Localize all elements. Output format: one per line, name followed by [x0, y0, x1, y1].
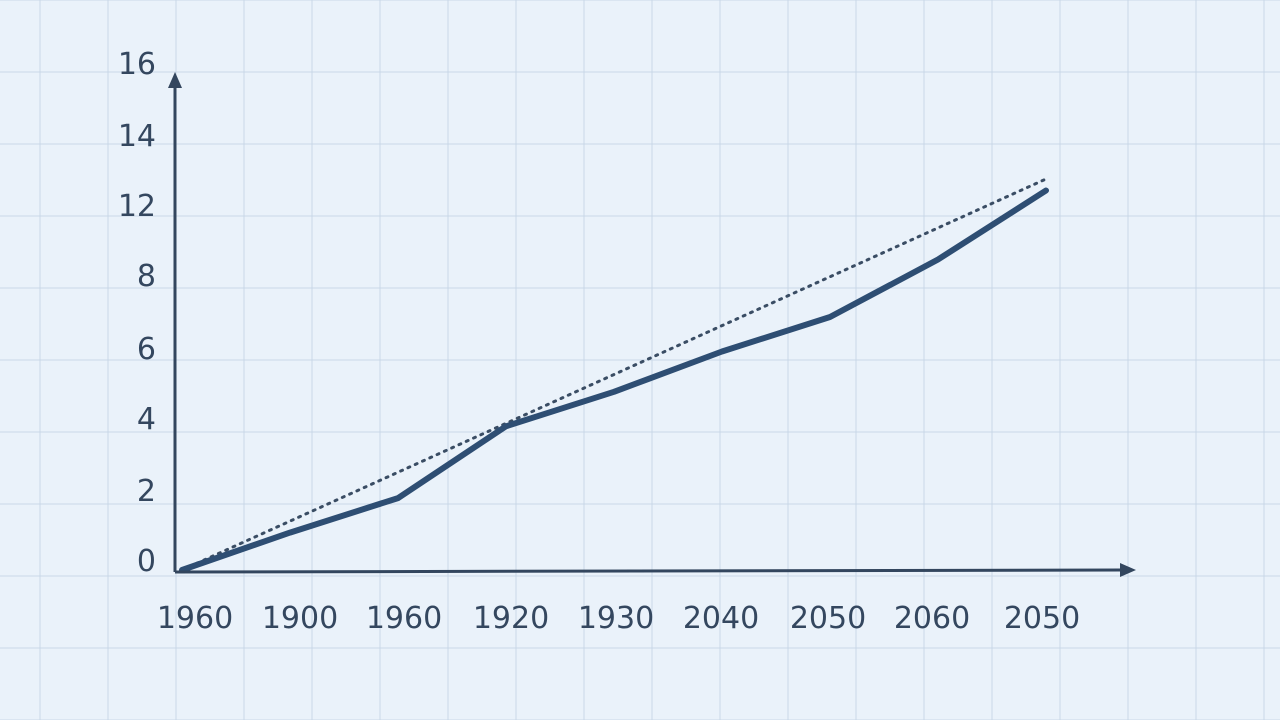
x-tick-label: 2050 — [790, 601, 866, 636]
y-tick-label: 14 — [118, 119, 156, 154]
x-tick-label: 1960 — [366, 601, 442, 636]
x-tick-label: 1900 — [262, 601, 338, 636]
x-tick-label: 1920 — [473, 601, 549, 636]
y-tick-label: 0 — [137, 544, 156, 579]
x-tick-label: 1960 — [157, 601, 233, 636]
y-tick-label: 2 — [137, 474, 156, 509]
y-tick-label: 8 — [137, 259, 156, 294]
x-tick-label: 2040 — [683, 601, 759, 636]
x-tick-label: 1930 — [578, 601, 654, 636]
x-tick-label: 2050 — [1004, 601, 1080, 636]
y-tick-label: 16 — [118, 47, 156, 82]
series-line — [179, 187, 1049, 573]
y-tick-label: 12 — [118, 189, 156, 224]
x-axis-arrow-icon — [1120, 563, 1136, 577]
x-tick-labels: 1960 1900 1960 1920 1930 2040 2050 2060 2050 — [157, 601, 1080, 636]
axes — [168, 72, 1136, 577]
x-tick-label: 2060 — [894, 601, 970, 636]
line-layer — [179, 187, 1049, 573]
y-tick-labels: 0 2 4 6 8 12 14 16 — [118, 47, 156, 579]
y-tick-label: 6 — [137, 332, 156, 367]
trend-line — [180, 177, 1048, 572]
y-axis-arrow-icon — [168, 72, 182, 88]
trend-layer — [180, 177, 1048, 572]
y-tick-label: 4 — [137, 402, 156, 437]
x-axis — [174, 568, 1123, 574]
